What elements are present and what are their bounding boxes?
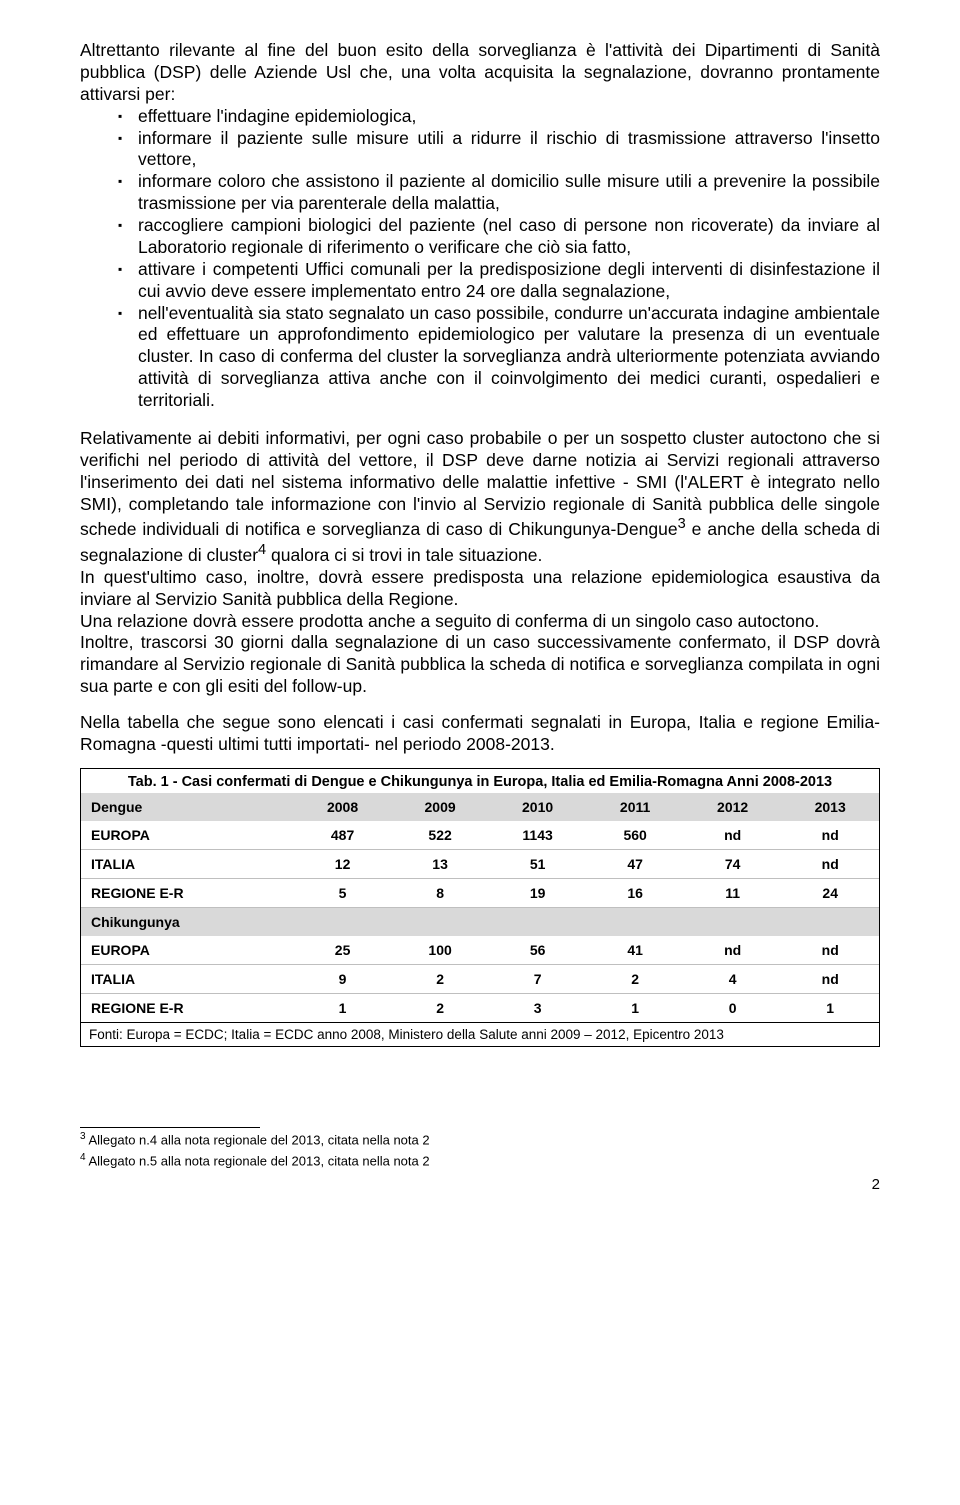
footnote-text: Allegato n.5 alla nota regionale del 201… [86, 1153, 430, 1168]
footnote-separator [80, 1127, 260, 1128]
table-section-header: Dengue 2008 2009 2010 2011 2012 2013 [81, 793, 879, 821]
cell: 2 [391, 964, 489, 993]
cell: 1 [586, 993, 684, 1022]
footnote-3: 3 Allegato n.4 alla nota regionale del 2… [80, 1130, 880, 1149]
cell: 522 [391, 821, 489, 850]
row-label: EUROPA [81, 936, 294, 965]
row-label: REGIONE E-R [81, 878, 294, 907]
list-item: raccogliere campioni biologici del pazie… [80, 215, 880, 259]
cell: 1 [294, 993, 392, 1022]
table-row: ITALIA 12 13 51 47 74 nd [81, 849, 879, 878]
cell: 9 [294, 964, 392, 993]
cell: nd [781, 964, 879, 993]
paragraph-table-intro: Nella tabella che segue sono elencati i … [80, 712, 880, 756]
row-label: REGIONE E-R [81, 993, 294, 1022]
cases-table: Tab. 1 - Casi confermati di Dengue e Chi… [80, 768, 880, 1047]
paragraph: In quest'ultimo caso, inoltre, dovrà ess… [80, 567, 880, 611]
footnote-text: Allegato n.4 alla nota regionale del 201… [86, 1132, 430, 1147]
cell: 47 [586, 849, 684, 878]
table-footer: Fonti: Europa = ECDC; Italia = ECDC anno… [81, 1022, 879, 1046]
list-item: nell'eventualità sia stato segnalato un … [80, 303, 880, 412]
year-header: 2008 [294, 793, 392, 821]
cell: 5 [294, 878, 392, 907]
table-row: EUROPA 487 522 1143 560 nd nd [81, 821, 879, 850]
cell: 4 [684, 964, 782, 993]
table-row: EUROPA 25 100 56 41 nd nd [81, 936, 879, 965]
cell: 0 [684, 993, 782, 1022]
year-header: 2009 [391, 793, 489, 821]
cell: nd [781, 936, 879, 965]
text-span: qualora ci si trovi in tale situazione. [266, 545, 542, 565]
cell: 16 [586, 878, 684, 907]
cell: 19 [489, 878, 587, 907]
footnote-ref-3: 3 [678, 516, 686, 532]
cell: 41 [586, 936, 684, 965]
footnote-ref-4: 4 [258, 542, 266, 558]
cell: nd [684, 821, 782, 850]
row-label: ITALIA [81, 849, 294, 878]
list-item: informare coloro che assistono il pazien… [80, 171, 880, 215]
cell: 2 [391, 993, 489, 1022]
cell: 560 [586, 821, 684, 850]
cell: nd [684, 936, 782, 965]
cell: 487 [294, 821, 392, 850]
section-name: Dengue [81, 793, 294, 821]
cell: 13 [391, 849, 489, 878]
table-row: ITALIA 9 2 7 2 4 nd [81, 964, 879, 993]
row-label: EUROPA [81, 821, 294, 850]
table-row: REGIONE E-R 5 8 19 16 11 24 [81, 878, 879, 907]
cell: nd [781, 849, 879, 878]
list-item: informare il paziente sulle misure utili… [80, 128, 880, 172]
paragraph-debiti: Relativamente ai debiti informativi, per… [80, 428, 880, 567]
list-item: attivare i competenti Uffici comunali pe… [80, 259, 880, 303]
section-name: Chikungunya [81, 907, 879, 936]
intro-paragraph: Altrettanto rilevante al fine del buon e… [80, 40, 880, 106]
footnote-4: 4 Allegato n.5 alla nota regionale del 2… [80, 1151, 880, 1170]
year-header: 2012 [684, 793, 782, 821]
cell: 12 [294, 849, 392, 878]
list-item: effettuare l'indagine epidemiologica, [80, 106, 880, 128]
bullet-list: effettuare l'indagine epidemiologica, in… [80, 106, 880, 412]
cell: 51 [489, 849, 587, 878]
table-row: REGIONE E-R 1 2 3 1 0 1 [81, 993, 879, 1022]
cell: 100 [391, 936, 489, 965]
cell: 1143 [489, 821, 587, 850]
row-label: ITALIA [81, 964, 294, 993]
year-header: 2010 [489, 793, 587, 821]
paragraph: Una relazione dovrà essere prodotta anch… [80, 611, 880, 633]
cell: 11 [684, 878, 782, 907]
cell: 7 [489, 964, 587, 993]
page-number: 2 [80, 1176, 880, 1193]
cell: 8 [391, 878, 489, 907]
cell: 3 [489, 993, 587, 1022]
cell: 2 [586, 964, 684, 993]
cell: nd [781, 821, 879, 850]
cell: 25 [294, 936, 392, 965]
year-header: 2011 [586, 793, 684, 821]
table-title: Tab. 1 - Casi confermati di Dengue e Chi… [81, 769, 879, 793]
cell: 56 [489, 936, 587, 965]
cell: 74 [684, 849, 782, 878]
table-section-header: Chikungunya [81, 907, 879, 936]
cell: 1 [781, 993, 879, 1022]
paragraph: Inoltre, trascorsi 30 giorni dalla segna… [80, 632, 880, 698]
year-header: 2013 [781, 793, 879, 821]
cell: 24 [781, 878, 879, 907]
